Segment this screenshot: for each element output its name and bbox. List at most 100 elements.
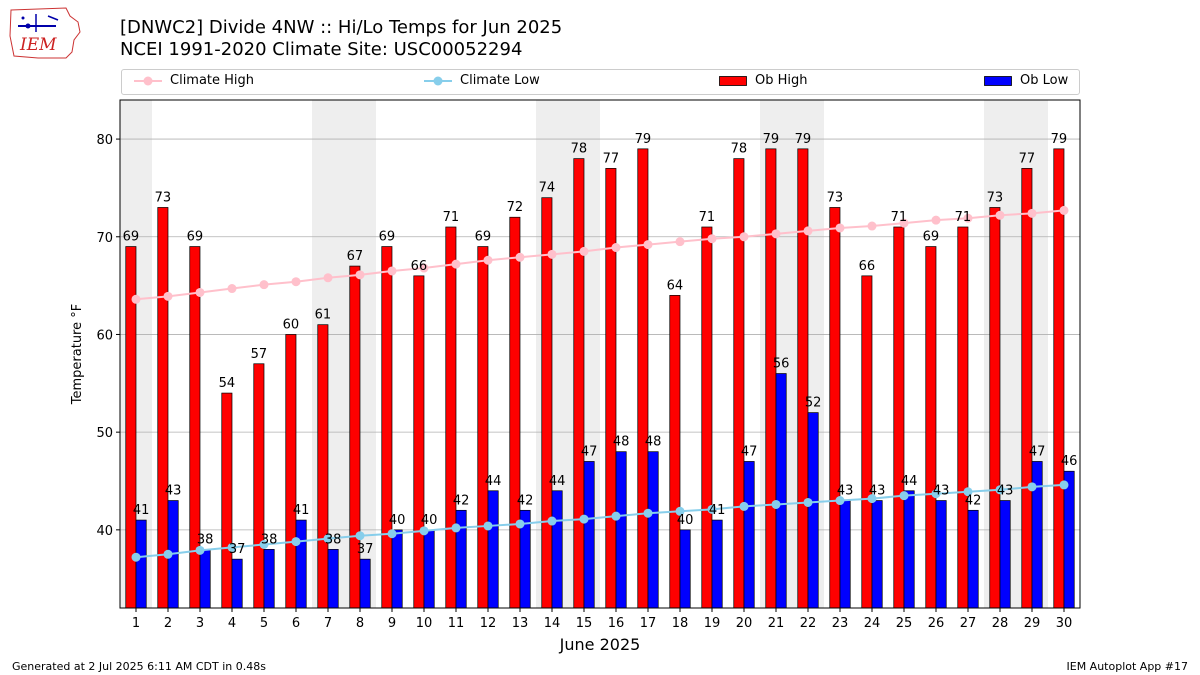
x-tick-label-5: 5 [260,616,268,631]
x-tick-label-6: 6 [292,616,300,631]
x-axis-label: June 2025 [559,635,641,654]
ob-high-bar-12 [477,246,489,609]
ob-high-label-4: 54 [219,376,236,391]
climate-high-point-5 [259,280,269,290]
legend-label-climate-high: Climate High [170,73,255,88]
ob-high-bar-23 [829,207,841,609]
ob-low-bar-10 [423,529,435,609]
ob-low-bar-28 [999,500,1011,609]
ob-low-bar-5 [263,549,275,609]
ob-low-label-30: 46 [1061,454,1078,469]
climate-high-point-9 [387,266,397,276]
climate-high-point-1 [131,294,141,304]
legend-item-climate-low: Climate Low [424,73,540,88]
ob-low-bar-30 [1063,470,1075,609]
climate-high-point-14 [547,249,557,259]
x-tick-label-20: 20 [736,616,753,631]
climate-low-point-24 [867,494,877,504]
climate-low-point-25 [899,491,909,501]
ob-low-bar-25 [903,490,915,609]
legend-label-ob-low: Ob Low [1020,73,1069,88]
y-tick-label-60: 60 [96,328,113,343]
ob-low-label-26: 43 [933,484,950,499]
climate-low-point-12 [483,521,493,531]
ob-high-bar-27 [957,226,969,609]
ob-high-label-5: 57 [251,347,268,362]
y-tick-label-70: 70 [96,231,113,246]
ob-high-label-17: 79 [635,132,652,147]
climate-low-point-9 [387,529,397,539]
x-tick-label-21: 21 [768,616,785,631]
ob-low-bar-26 [935,500,947,609]
ob-low-label-23: 43 [837,484,854,499]
x-tick-label-25: 25 [896,616,913,631]
ob-low-label-11: 42 [453,493,470,508]
ob-low-label-3: 38 [197,532,214,547]
x-tick-label-12: 12 [480,616,497,631]
climate-high-point-22 [803,226,813,236]
climate-high-point-4 [227,284,237,294]
ob-high-bar-15 [573,158,585,609]
climate-low-point-21 [771,499,781,509]
ob-high-bar-7 [317,324,329,609]
ob-high-bar-18 [669,295,681,609]
climate-low-point-27 [963,487,973,497]
climate-high-point-24 [867,221,877,231]
ob-low-label-5: 38 [261,532,278,547]
climate-high-point-23 [835,223,845,233]
ob-high-bar-4 [221,392,233,609]
ob-high-label-21: 79 [763,132,780,147]
climate-high-point-18 [675,237,685,247]
grid-lines [120,138,1080,531]
iem-logo: IEM [8,6,82,60]
ob-high-label-18: 64 [667,278,684,293]
x-tick-label-29: 29 [1024,616,1041,631]
ob-high-label-8: 67 [347,249,364,264]
ob-low-bar-15 [583,461,595,609]
chart-subtitle: NCEI 1991-2020 Climate Site: USC00052294 [120,39,523,60]
ob-low-bar-24 [871,500,883,609]
ob-high-label-15: 78 [571,142,588,157]
chart-legend: Climate High Climate Low Ob High Ob Low [121,69,1080,95]
climate-low-point-17 [643,508,653,518]
ob-high-swatch [719,75,747,86]
ob-high-label-1: 69 [123,230,140,245]
climate-high-point-3 [195,287,205,297]
climate-low-swatch [424,76,452,85]
ob-low-bar-9 [391,529,403,609]
x-tick-label-16: 16 [608,616,625,631]
climate-high-point-28 [995,210,1005,220]
climate-low-point-2 [163,549,173,559]
x-tick-label-3: 3 [196,616,204,631]
climate-low-point-28 [995,485,1005,495]
x-tick-label-8: 8 [356,616,364,631]
climate-high-point-8 [355,270,365,280]
ob-high-bar-26 [925,246,937,609]
x-tick-label-9: 9 [388,616,396,631]
ob-low-label-13: 42 [517,493,534,508]
climate-low-point-18 [675,506,685,516]
ob-high-bar-29 [1021,168,1033,609]
climate-low-point-8 [355,531,365,541]
ob-low-bar-12 [487,490,499,609]
ob-high-label-14: 74 [539,181,556,196]
ob-high-label-28: 73 [987,190,1004,205]
x-tick-label-24: 24 [864,616,881,631]
ob-low-label-1: 41 [133,503,150,518]
climate-low-point-4 [227,542,237,552]
climate-high-point-30 [1059,205,1069,215]
legend-item-climate-high: Climate High [134,73,254,88]
ob-low-label-16: 48 [613,435,630,450]
ob-high-bar-25 [893,226,905,609]
climate-low-point-1 [131,552,141,562]
climate-low-point-11 [451,523,461,533]
climate-low-line [135,483,1065,559]
climate-low-point-6 [291,537,301,547]
ob-high-bar-22 [797,148,809,609]
ob-high-bar-20 [733,158,745,609]
ob-high-bar-11 [445,226,457,609]
ob-low-label-9: 40 [389,513,406,528]
x-tick-label-2: 2 [164,616,172,631]
ob-low-bar-21 [775,373,787,609]
